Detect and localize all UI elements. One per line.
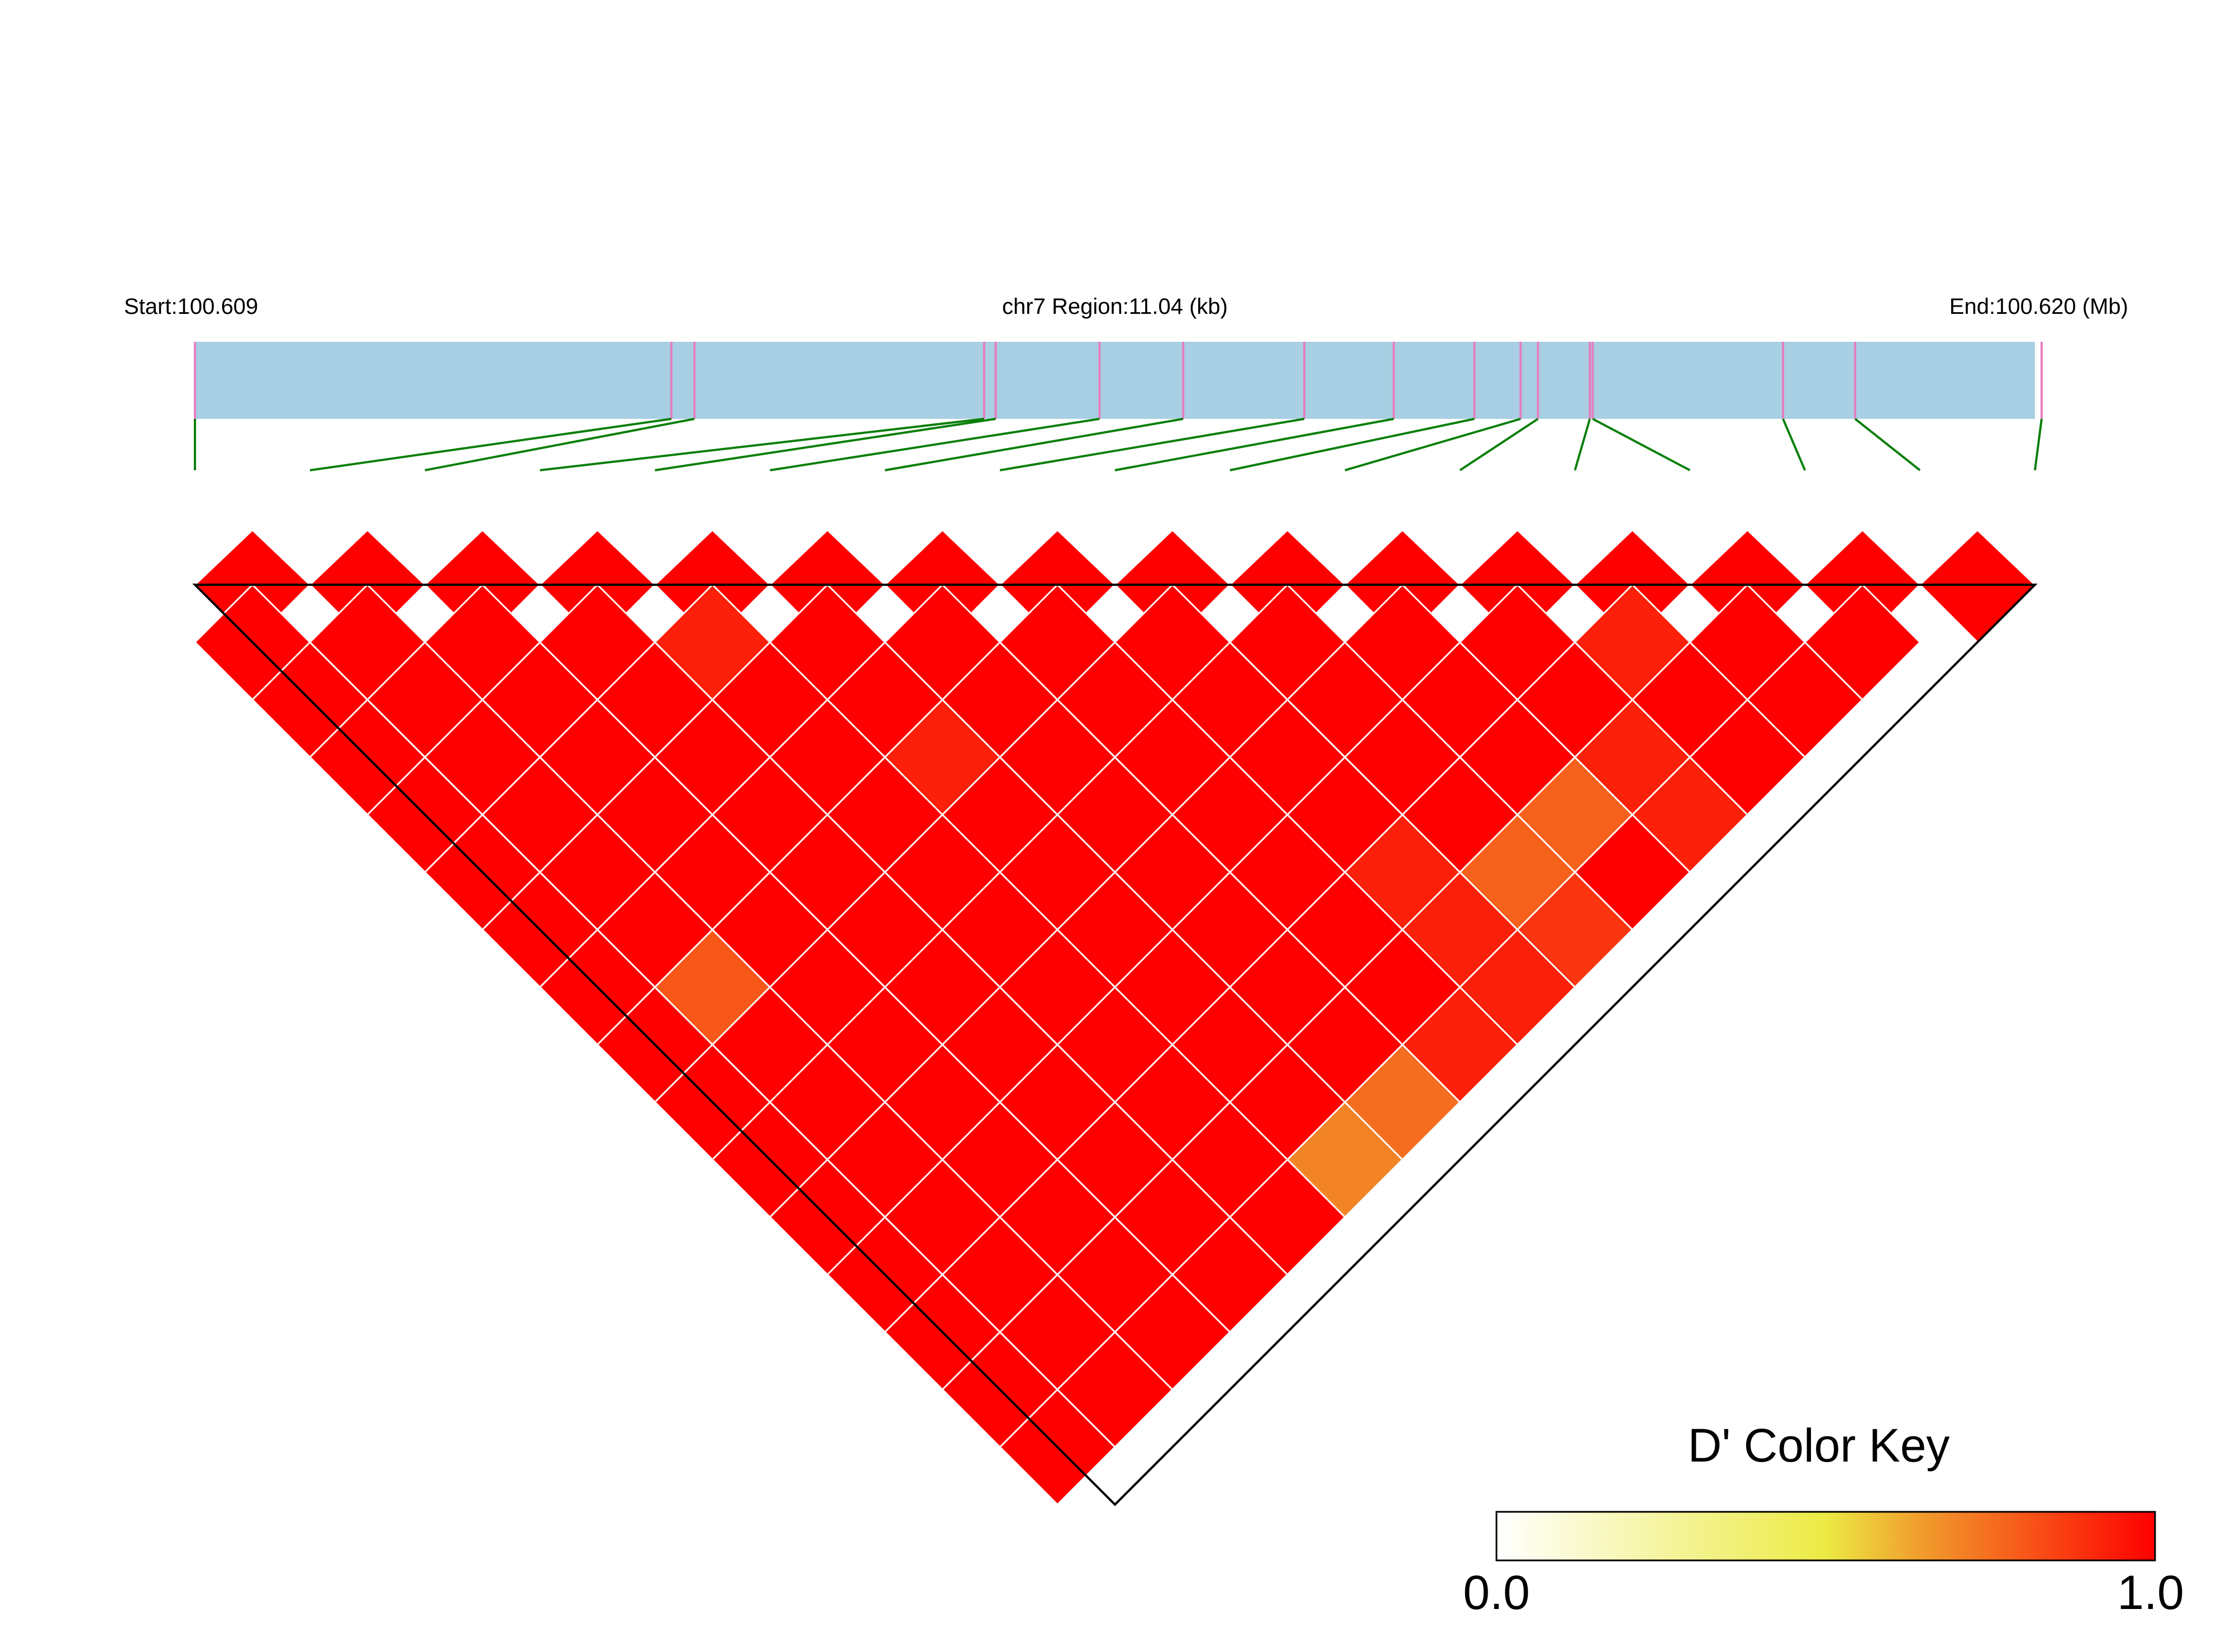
heatmap-outline <box>192 584 2038 1506</box>
snp-connector <box>1229 418 1475 471</box>
snp-position-track <box>195 342 2035 419</box>
snp-diamond <box>1918 528 2037 644</box>
snp-connector <box>1459 418 1539 471</box>
ld-cells <box>193 583 1922 1506</box>
snp-connector <box>770 418 1100 471</box>
snp-connector <box>655 418 996 471</box>
color-key-title: D' Color Key <box>1688 1419 1950 1472</box>
snp-markers <box>194 342 2043 419</box>
end-label: End:100.620 (Mb) <box>1949 294 2128 319</box>
ld-cell <box>1804 583 1922 701</box>
snp-connector <box>2034 418 2043 471</box>
snp-connector <box>425 418 695 471</box>
triangle-outline <box>192 584 2038 1506</box>
snp-connector <box>540 418 985 471</box>
color-key-max-label: 1.0 <box>2117 1566 2184 1620</box>
snp-connector <box>1854 418 1921 471</box>
snp-connector <box>884 418 1184 471</box>
snp-connectors <box>194 418 2043 471</box>
snp-connector <box>1574 418 1591 471</box>
snp-connector <box>1782 418 1806 471</box>
region-label: chr7 Region:11.04 (kb) <box>1002 294 1228 319</box>
snp-connector <box>1592 418 1691 471</box>
snp-connector <box>309 418 672 471</box>
snp-connector <box>1345 418 1521 471</box>
color-key-bar <box>1495 1511 2156 1562</box>
snp-connector <box>999 418 1305 471</box>
start-label: Start:100.609 <box>124 294 258 319</box>
color-key: D' Color Key 0.0 1.0 <box>1463 1419 2184 1620</box>
color-key-min-label: 0.0 <box>1463 1566 1530 1620</box>
snp-connector <box>1114 418 1394 471</box>
